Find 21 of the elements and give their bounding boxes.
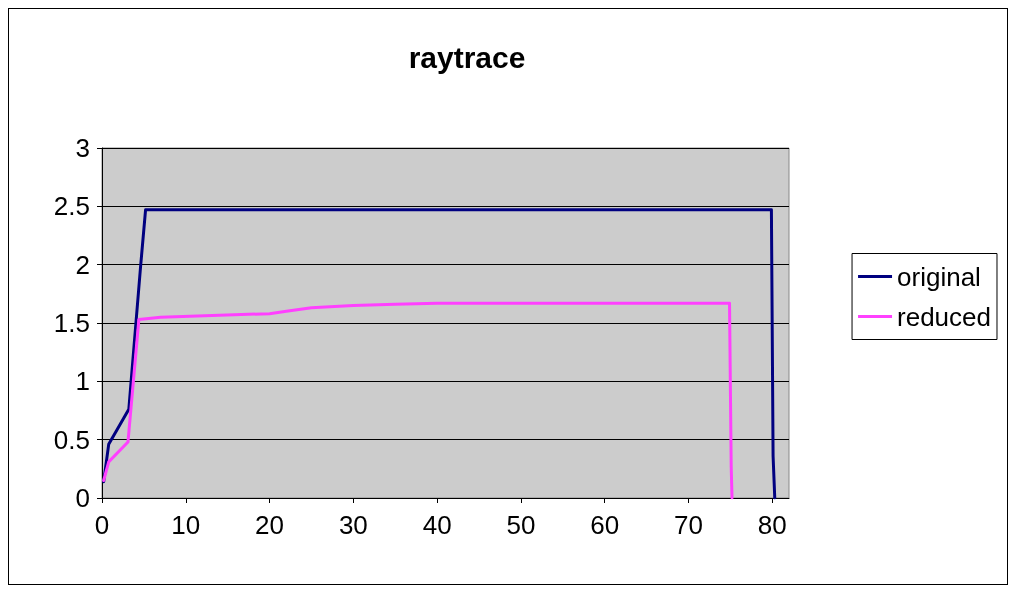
y-tick-label: 0 — [75, 483, 90, 513]
y-tick-label: 1 — [75, 366, 90, 397]
x-tick-label: 70 — [674, 510, 703, 540]
y-tick-label: 2.5 — [53, 191, 90, 222]
line-series — [102, 208, 777, 500]
y-tick-label: 1.5 — [53, 308, 90, 338]
x-tick-label: 20 — [255, 510, 285, 540]
x-tick-label: 0 — [94, 510, 110, 540]
y-tick-label: 2 — [75, 249, 90, 280]
legend-label: reduced — [897, 301, 992, 332]
x-tick-label: 10 — [171, 510, 201, 540]
x-tick-label: 50 — [506, 510, 536, 540]
y-tick-label: 0.5 — [53, 424, 90, 455]
x-tick-label: 80 — [757, 510, 787, 540]
chart-title: raytrace — [408, 40, 526, 74]
x-tick-label: 40 — [422, 510, 452, 540]
line-series — [102, 301, 734, 500]
x-tick-label: 60 — [590, 510, 620, 540]
y-tick-label: 3 — [75, 133, 90, 163]
legend-label: original — [897, 261, 981, 292]
x-tick-label: 30 — [338, 510, 368, 540]
